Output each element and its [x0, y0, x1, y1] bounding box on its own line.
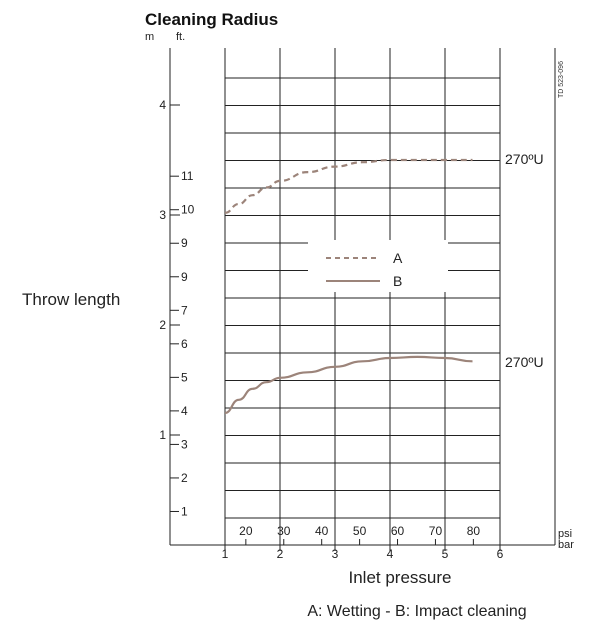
legend: A B — [308, 240, 448, 292]
x-psi-tick-label: 80 — [467, 524, 481, 538]
y-ft-tick-label: 9 — [181, 236, 188, 250]
x-psi-tick-label: 40 — [315, 524, 329, 538]
x-psi-tick-label: 50 — [353, 524, 367, 538]
x-axis-label: Inlet pressure — [349, 568, 452, 587]
x-bar-tick-label: 6 — [497, 547, 504, 561]
annotation-series-a: 270ºU — [505, 151, 544, 167]
y-m-tick-label: 2 — [159, 318, 166, 332]
legend-label-b: B — [393, 273, 402, 289]
y-ft-tick-label: 3 — [181, 437, 188, 451]
y-axis-m-ticks: 4 3 2 1 — [159, 98, 180, 442]
y-m-tick-label: 4 — [159, 98, 166, 112]
legend-label-a: A — [393, 250, 403, 266]
chart-title: Cleaning Radius — [145, 10, 278, 29]
x-psi-tick-label: 60 — [391, 524, 405, 538]
x-bar-tick-label: 5 — [442, 547, 449, 561]
x-bar-tick-label: 4 — [387, 547, 394, 561]
chart-grid — [224, 48, 501, 545]
x-psi-tick-label: 70 — [429, 524, 443, 538]
document-reference: TD 523-096 — [558, 61, 565, 98]
y-unit-m: m — [145, 31, 154, 43]
chart-caption: A: Wetting - B: Impact cleaning — [307, 603, 526, 620]
y-ft-tick-label: 11 — [181, 169, 194, 183]
series-line-a — [224, 158, 473, 214]
series-line-b — [224, 355, 473, 415]
annotation-series-b: 270ºU — [505, 354, 544, 370]
x-psi-tick-label: 30 — [277, 524, 291, 538]
y-m-tick-label: 1 — [159, 428, 166, 442]
y-axis-label: Throw length — [22, 290, 120, 309]
x-axis-psi-ticks: 20 30 40 50 60 70 80 — [239, 524, 480, 545]
y-unit-ft: ft. — [176, 31, 185, 43]
x-psi-tick-label: 20 — [239, 524, 253, 538]
x-bar-tick-label: 3 — [332, 547, 339, 561]
y-axis-ft-ticks: 11 10 9 9 7 6 5 4 3 2 1 — [170, 169, 195, 518]
x-bar-tick-label: 2 — [277, 547, 284, 561]
y-ft-tick-label: 5 — [181, 370, 188, 384]
x-unit-psi: psi — [558, 528, 572, 540]
x-axis-bar-ticks: 1 2 3 4 5 6 — [222, 545, 504, 561]
y-ft-tick-label: 2 — [181, 471, 188, 485]
y-ft-tick-label: 4 — [181, 404, 188, 418]
y-ft-tick-label: 9 — [181, 270, 188, 284]
y-m-tick-label: 3 — [159, 208, 166, 222]
y-ft-tick-label: 1 — [181, 504, 188, 518]
y-ft-tick-label: 7 — [181, 303, 188, 317]
y-ft-tick-label: 6 — [181, 337, 188, 351]
x-unit-bar: bar — [558, 539, 574, 551]
x-bar-tick-label: 1 — [222, 547, 229, 561]
legend-box — [308, 240, 448, 292]
series-layer — [224, 158, 473, 415]
y-ft-tick-label: 10 — [181, 203, 195, 217]
